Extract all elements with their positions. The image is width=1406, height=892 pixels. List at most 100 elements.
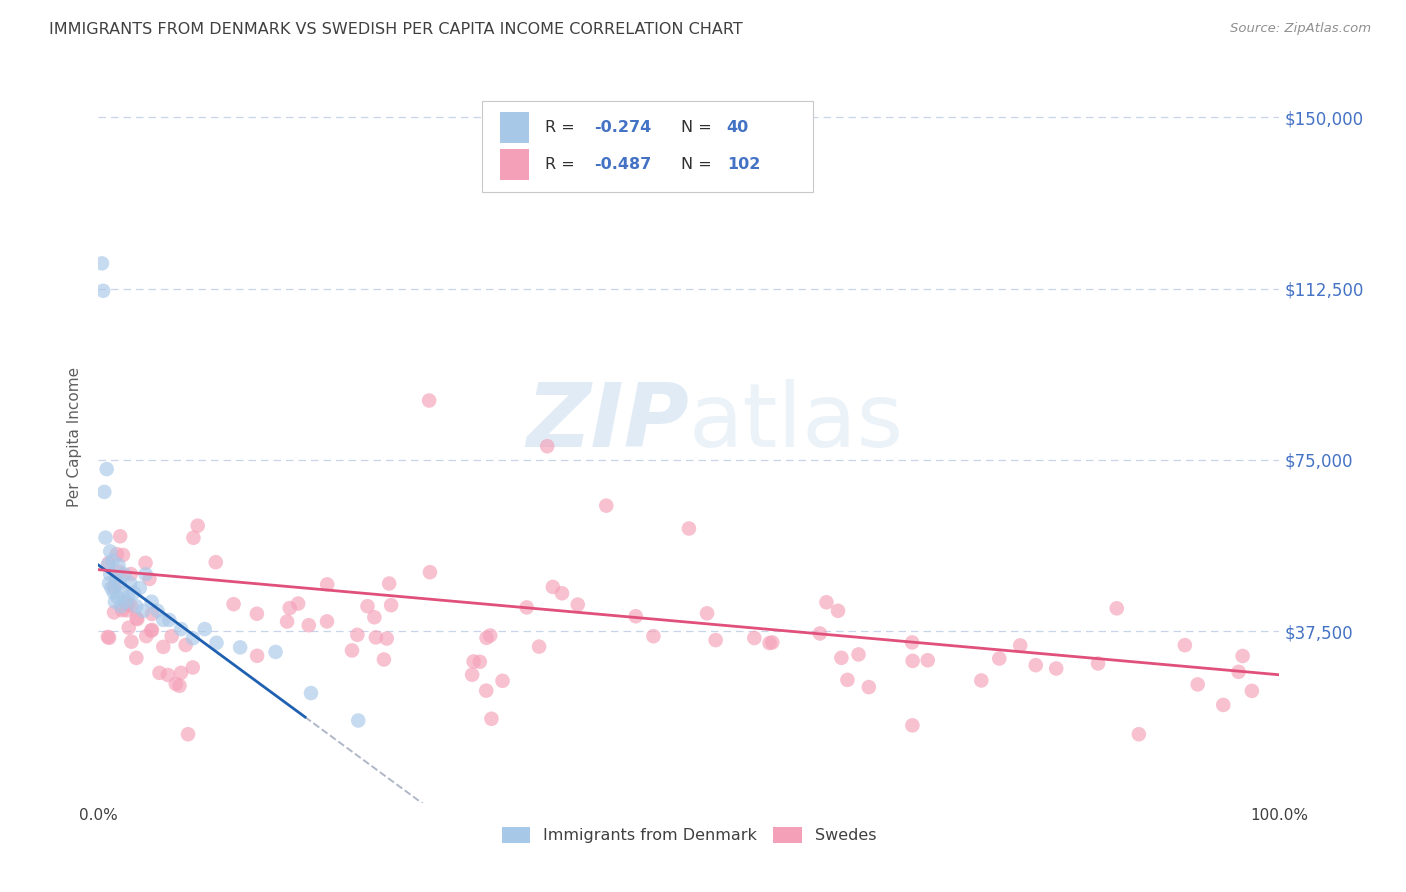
- Point: [187, 518, 209, 533]
- Point: [97, 558, 120, 573]
- Point: [1010, 639, 1032, 653]
- Point: [1025, 658, 1047, 673]
- Point: [135, 567, 157, 582]
- Point: [901, 718, 924, 732]
- Point: [120, 634, 142, 648]
- Point: [125, 651, 148, 665]
- Point: [100, 581, 122, 595]
- Point: [468, 655, 491, 669]
- FancyBboxPatch shape: [482, 101, 813, 192]
- Point: [988, 651, 1011, 665]
- Point: [901, 635, 924, 649]
- Point: [98, 631, 121, 645]
- Text: R =: R =: [546, 120, 579, 136]
- Point: [194, 622, 217, 636]
- Point: [148, 665, 170, 680]
- Point: [551, 586, 574, 600]
- Point: [475, 631, 498, 645]
- Point: [363, 610, 385, 624]
- Point: [758, 636, 780, 650]
- Point: [970, 673, 993, 688]
- Point: [1045, 661, 1067, 675]
- Point: [108, 565, 131, 579]
- Point: [170, 665, 193, 680]
- Point: [170, 622, 193, 636]
- Point: [848, 648, 870, 662]
- Point: [380, 598, 402, 612]
- Point: [98, 576, 121, 591]
- Point: [246, 648, 269, 663]
- Point: [917, 653, 939, 667]
- Point: [347, 714, 370, 728]
- Point: [120, 567, 142, 582]
- Y-axis label: Per Capita Income: Per Capita Income: [67, 367, 83, 508]
- Point: [1174, 638, 1197, 652]
- Point: [901, 654, 924, 668]
- Point: [120, 576, 142, 591]
- Point: [1227, 665, 1250, 679]
- Point: [1087, 657, 1109, 671]
- Text: R =: R =: [546, 157, 579, 172]
- Point: [160, 629, 183, 643]
- Point: [127, 612, 149, 626]
- Legend: Immigrants from Denmark, Swedes: Immigrants from Denmark, Swedes: [495, 821, 883, 850]
- Point: [181, 660, 204, 674]
- Point: [516, 600, 538, 615]
- Point: [205, 636, 228, 650]
- Point: [101, 553, 124, 567]
- Point: [156, 668, 179, 682]
- Bar: [501, 112, 530, 143]
- Point: [122, 585, 145, 599]
- Point: [696, 607, 718, 621]
- Point: [177, 727, 200, 741]
- Point: [246, 607, 269, 621]
- Point: [536, 439, 558, 453]
- Point: [152, 613, 174, 627]
- Point: [808, 626, 831, 640]
- Point: [157, 613, 180, 627]
- Point: [103, 585, 125, 599]
- Point: [93, 484, 115, 499]
- Point: [110, 599, 132, 614]
- Point: [567, 598, 589, 612]
- Point: [114, 594, 136, 608]
- Point: [183, 531, 205, 545]
- Text: -0.274: -0.274: [595, 120, 652, 136]
- Point: [141, 624, 163, 638]
- Point: [107, 558, 129, 573]
- Point: [91, 256, 114, 270]
- Point: [108, 576, 131, 591]
- Point: [222, 597, 245, 611]
- Point: [858, 680, 880, 694]
- Point: [419, 565, 441, 579]
- Point: [373, 652, 395, 666]
- Point: [316, 615, 339, 629]
- Point: [299, 686, 322, 700]
- Point: [169, 679, 191, 693]
- Point: [97, 630, 120, 644]
- Point: [761, 635, 783, 649]
- Point: [1240, 684, 1263, 698]
- Point: [111, 548, 134, 562]
- Point: [141, 607, 163, 621]
- Point: [1212, 698, 1234, 712]
- Point: [229, 640, 252, 655]
- Point: [152, 640, 174, 654]
- Point: [138, 572, 160, 586]
- Point: [815, 595, 838, 609]
- Point: [111, 603, 134, 617]
- Text: -0.487: -0.487: [595, 157, 652, 172]
- Point: [1128, 727, 1150, 741]
- Point: [98, 567, 121, 582]
- Point: [1232, 648, 1254, 663]
- Point: [481, 712, 503, 726]
- Point: [96, 462, 118, 476]
- Point: [94, 531, 117, 545]
- Point: [135, 556, 157, 570]
- Point: [830, 650, 852, 665]
- Point: [346, 628, 368, 642]
- Point: [135, 629, 157, 643]
- Point: [378, 576, 401, 591]
- Text: 40: 40: [727, 120, 749, 136]
- Point: [111, 585, 134, 599]
